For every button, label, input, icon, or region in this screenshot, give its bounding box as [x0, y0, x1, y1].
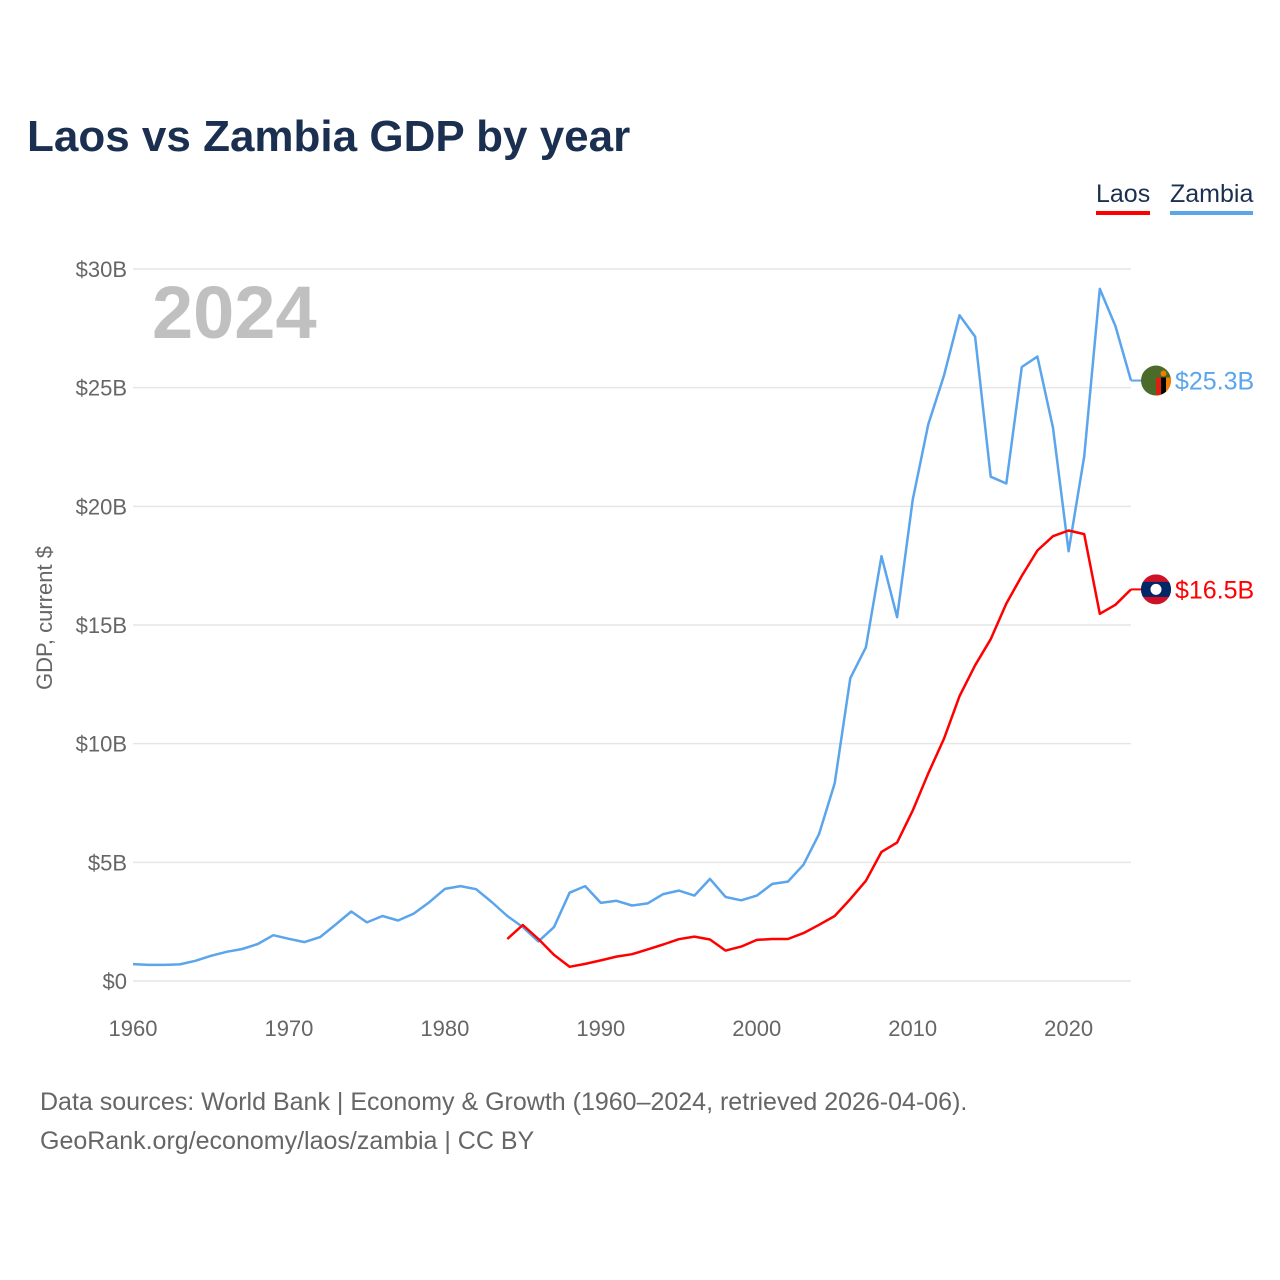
chart-title: Laos vs Zambia GDP by year [27, 112, 631, 161]
footer: Data sources: World Bank | Economy & Gro… [40, 1083, 967, 1161]
y-tick-label: $30B [76, 257, 127, 282]
y-tick-label: $15B [76, 613, 127, 638]
y-axis-label: GDP, current $ [32, 546, 57, 690]
flag-body [1141, 574, 1171, 605]
series-line-laos [506, 529, 1132, 969]
flag-body [1141, 365, 1171, 396]
series-line-zambia [132, 287, 1133, 967]
flag-stripe [1166, 377, 1171, 396]
legend-zambia[interactable]: Zambia [1170, 180, 1254, 215]
y-tick-label: $20B [76, 494, 127, 519]
end-value-label-laos: $16.5B [1175, 576, 1254, 604]
flag-stripe [1156, 377, 1161, 396]
laos-flag-icon [1141, 574, 1171, 605]
footer-sources: Data sources: World Bank | Economy & Gro… [40, 1088, 968, 1116]
year-label: 2024 [152, 271, 317, 354]
x-tick-label: 1990 [576, 1016, 625, 1041]
x-tick-label: 1970 [264, 1016, 313, 1041]
zambia-flag-icon [1141, 365, 1171, 396]
flag-moon [1150, 583, 1162, 595]
end-value-label-zambia: $25.3B [1175, 368, 1254, 396]
legend-laos[interactable]: Laos [1096, 180, 1151, 215]
x-tick-label: 1960 [109, 1016, 158, 1041]
flag-eagle [1160, 370, 1167, 377]
footer-link[interactable]: GeoRank.org/economy/laos/zambia | CC BY [40, 1127, 535, 1155]
x-tick-label: 2010 [888, 1016, 937, 1041]
x-tick-label: 2020 [1044, 1016, 1093, 1041]
y-tick-label: $0 [103, 969, 127, 994]
x-tick-label: 1980 [420, 1016, 469, 1041]
y-tick-label: $10B [76, 732, 127, 757]
x-tick-label: 2000 [732, 1016, 781, 1041]
y-tick-label: $25B [76, 376, 127, 401]
y-tick-label: $5B [88, 850, 127, 875]
flag-stripe [1161, 377, 1166, 396]
